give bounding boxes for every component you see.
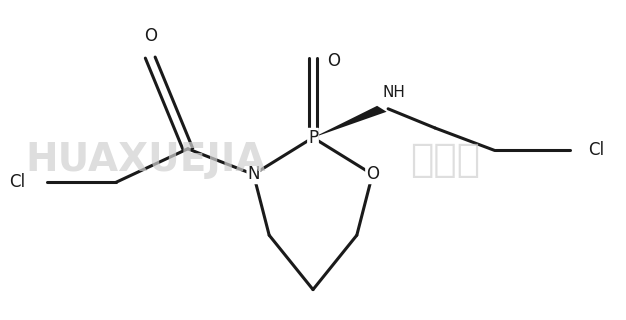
Text: N: N bbox=[247, 165, 260, 183]
Text: Cl: Cl bbox=[588, 141, 605, 159]
Text: O: O bbox=[327, 52, 340, 70]
Text: O: O bbox=[144, 27, 156, 45]
Text: 化学加: 化学加 bbox=[410, 141, 480, 179]
Text: HUAXUEJIA: HUAXUEJIA bbox=[25, 141, 265, 179]
Polygon shape bbox=[313, 106, 387, 138]
Text: NH: NH bbox=[383, 85, 406, 100]
Text: Cl: Cl bbox=[9, 173, 25, 191]
Text: P: P bbox=[308, 129, 318, 147]
Text: O: O bbox=[366, 165, 379, 183]
